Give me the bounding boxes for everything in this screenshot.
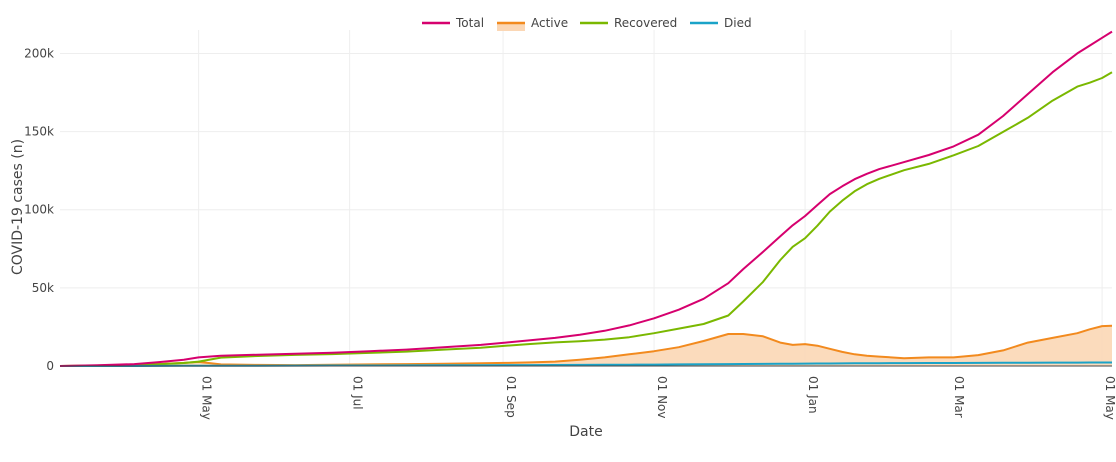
axes: 0 50k 100k 150k 200k 01 May 01 Jul 01 Sep 01 Nov… [24, 46, 1116, 419]
legend-label: Active [531, 16, 568, 30]
y-tick-label: 50k [32, 281, 54, 295]
x-tick-label: 01 May [1103, 376, 1116, 420]
y-tick-label: 200k [24, 46, 54, 60]
series-total-line [59, 30, 1113, 367]
y-tick-label: 100k [24, 203, 54, 217]
grid [60, 30, 1112, 367]
y-tick-label: 0 [46, 359, 54, 373]
legend-item-died[interactable]: Died [690, 16, 752, 30]
legend-item-total[interactable]: Total [422, 16, 484, 30]
legend-item-recovered[interactable]: Recovered [580, 16, 677, 30]
x-tick-label: 01 Jul [351, 376, 365, 410]
x-axis-title: Date [569, 424, 602, 440]
series-lines [59, 30, 1113, 367]
y-axis-title: COVID-19 cases (n) [10, 139, 26, 275]
x-tick-label: 01 Sep [504, 376, 518, 418]
series-active-area [60, 325, 1112, 366]
x-tick-label: 01 Mar [952, 376, 966, 418]
x-tick-label: 01 Nov [655, 376, 669, 419]
series-recovered-line [59, 71, 1113, 367]
x-tick-label: 01 Jan [806, 376, 820, 414]
y-tick-label: 150k [24, 125, 54, 139]
x-tick-label: 01 May [200, 376, 214, 420]
legend-item-active[interactable]: Active [497, 16, 568, 31]
legend-swatch-fill [497, 23, 525, 31]
legend-label: Total [455, 16, 484, 30]
legend-label: Recovered [614, 16, 677, 30]
legend[interactable]: Total Active Recovered Died [422, 16, 752, 31]
legend-label: Died [724, 16, 752, 30]
